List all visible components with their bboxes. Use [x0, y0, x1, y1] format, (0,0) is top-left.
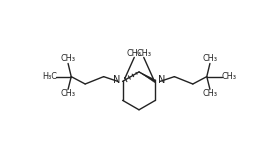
Text: N: N	[158, 75, 165, 85]
Polygon shape	[139, 72, 156, 83]
Text: H₃C: H₃C	[42, 72, 57, 81]
Text: CH₃: CH₃	[126, 49, 141, 58]
Text: N: N	[113, 75, 120, 85]
Text: CH₃: CH₃	[202, 89, 217, 98]
Text: CH₃: CH₃	[137, 49, 152, 58]
Text: CH₃: CH₃	[61, 89, 76, 98]
Text: CH₃: CH₃	[61, 55, 76, 64]
Text: CH₃: CH₃	[221, 72, 236, 81]
Text: CH₃: CH₃	[202, 55, 217, 64]
